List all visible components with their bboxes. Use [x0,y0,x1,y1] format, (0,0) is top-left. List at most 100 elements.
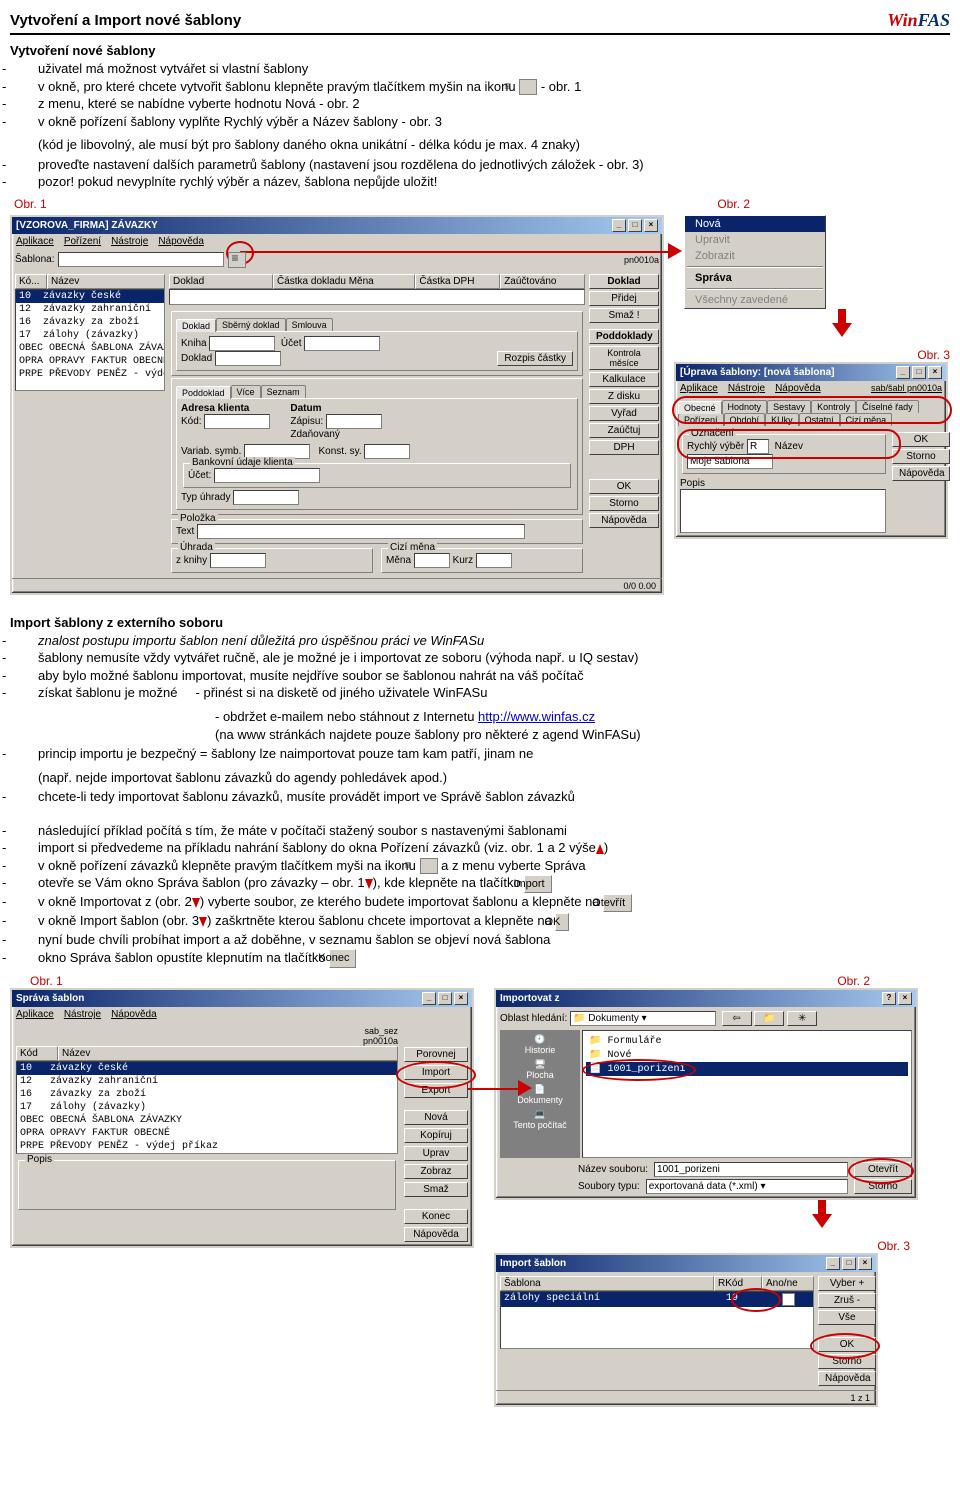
em2[interactable]: Nápověda [775,383,821,394]
spb3[interactable]: Nová [404,1110,468,1125]
odhelp[interactable]: ? [882,992,896,1005]
od-oblast[interactable]: 📁 Dokumenty ▾ [570,1011,716,1026]
immin[interactable]: _ [826,1257,840,1270]
lbl-zapisu: Zápisu: [290,416,323,427]
ods2[interactable]: Dokumenty [517,1095,563,1105]
sb8[interactable]: Zaúčtuj [589,423,659,438]
template-picker-icon[interactable] [228,252,246,268]
ods1[interactable]: Plocha [526,1070,554,1080]
sb5[interactable]: Kalkulace [589,372,659,387]
im-check[interactable]: ✓ [782,1293,795,1306]
tab-doklad[interactable]: Doklad [176,319,216,332]
menubar[interactable]: Aplikace Pořízení Nástroje Nápověda [12,234,662,249]
spm1[interactable]: Nástroje [64,1009,101,1020]
tab-smlouva[interactable]: Smlouva [286,318,333,331]
spb0[interactable]: Porovnej [404,1047,468,1062]
btn-rozpis[interactable]: Rozpis částky [497,351,573,366]
sb9[interactable]: DPH [589,440,659,455]
epopis[interactable] [680,489,886,533]
eb1[interactable]: Storno [892,449,950,464]
r51: OPRAVY FAKTUR OBECNÉ [49,356,165,367]
sb4[interactable]: Kontrola měsíce [589,346,659,370]
file-area[interactable]: 📁 Formuláře 📁 Nové 📄 1001_porizeni [582,1030,912,1158]
spb5[interactable]: Uprav [404,1146,468,1161]
em1[interactable]: Nástroje [728,383,765,394]
sb2[interactable]: Smaž ! [589,308,659,323]
et0[interactable]: Obecné [678,401,722,414]
spmax[interactable]: □ [438,992,452,1005]
bb1[interactable]: Storno [589,496,659,511]
imclose[interactable]: × [858,1257,872,1270]
r01: závazky české [43,291,121,302]
tab-sberny[interactable]: Sběrný doklad [216,318,286,331]
pm-upravit[interactable]: Upravit [685,232,825,248]
sb6[interactable]: Z disku [589,389,659,404]
tabp3[interactable]: Seznam [261,385,306,398]
section2-bullets4: následující příklad počítá s tím, že mát… [10,822,950,968]
immax[interactable]: □ [842,1257,856,1270]
sb7[interactable]: Vyřad [589,406,659,421]
imb1[interactable]: Zruš - [818,1293,876,1308]
doc-list[interactable] [169,289,585,305]
spb6[interactable]: Zobraz [404,1164,468,1179]
odnv[interactable]: 1001_porizeni [654,1162,848,1177]
bb0[interactable]: OK [589,479,659,494]
close-button[interactable]: × [644,219,658,232]
od-new[interactable]: ✳ [787,1011,817,1026]
menu-aplikace[interactable]: Aplikace [16,236,54,247]
pm-sprava[interactable]: Správa [685,270,825,286]
odlt: Soubory typu: [578,1181,640,1192]
close2[interactable]: × [928,366,942,379]
tabp2[interactable]: Více [231,385,261,398]
spb4[interactable]: Kopíruj [404,1128,468,1143]
s2t11: ) vyberte soubor, ze kterého budete impo… [200,894,603,909]
imnp[interactable]: Nápověda [818,1371,876,1386]
od-back[interactable]: ⇦ [722,1011,752,1026]
pm-nova[interactable]: Nová [685,216,825,232]
b6: pozor! pokud nevyplníte rychlý výběr a n… [38,174,437,189]
col-nazev: Název [47,274,165,289]
eb2[interactable]: Nápověda [892,466,950,481]
spclose[interactable]: × [454,992,468,1005]
em0[interactable]: Aplikace [680,383,718,394]
im-list[interactable]: zálohy speciální 19 ✓ [500,1291,814,1349]
sb0[interactable]: Doklad [589,274,659,289]
spc1: Název [58,1046,398,1061]
max2[interactable]: □ [912,366,926,379]
odtv[interactable]: exportovaná data (*.xml) ▾ [646,1179,848,1194]
context-menu[interactable]: Nová Upravit Zobrazit Správa Všechny zav… [684,215,826,309]
winfas-link[interactable]: http://www.winfas.cz [478,709,595,724]
spm2[interactable]: Nápověda [111,1009,157,1020]
tabp1[interactable]: Poddoklad [176,386,231,399]
menu-napoveda[interactable]: Nápověda [158,236,204,247]
pm-vse[interactable]: Všechny zavedené [685,292,825,308]
od-up[interactable]: 📁 [754,1011,784,1026]
sablona-field[interactable] [58,252,224,267]
sb3[interactable]: Poddoklady [589,329,659,344]
odclose[interactable]: × [898,992,912,1005]
ods3[interactable]: Tento počítač [513,1120,567,1130]
template-list[interactable]: 10 závazky české 12 závazky zahraniční 1… [15,289,165,391]
bb2[interactable]: Nápověda [589,513,659,528]
spb9[interactable]: Nápověda [404,1227,468,1242]
spb7[interactable]: Smaž [404,1182,468,1197]
sp-list[interactable]: 10 závazky české 12 závazky zahraniční 1… [16,1061,398,1154]
odf0[interactable]: Formuláře [607,1036,661,1047]
pm-zobrazit[interactable]: Zobrazit [685,248,825,264]
max-button[interactable]: □ [628,219,642,232]
imb2[interactable]: Vše [818,1310,876,1325]
spm0[interactable]: Aplikace [16,1009,54,1020]
imb0[interactable]: Vyber + [818,1276,876,1291]
spb8[interactable]: Konec [404,1209,468,1224]
r11: závazky zahraniční [43,304,151,315]
ods0[interactable]: Historie [525,1045,556,1055]
menu-porizeni[interactable]: Pořízení [64,236,101,247]
menu-nastroje[interactable]: Nástroje [111,236,148,247]
spmin[interactable]: _ [422,992,436,1005]
min-button[interactable]: _ [612,219,626,232]
sb1[interactable]: Přidej [589,291,659,306]
r00: 10 [19,291,31,302]
statusbar: 0/0 0.00 [12,578,662,593]
min2[interactable]: _ [896,366,910,379]
lbl-doklad2: Doklad [181,353,212,364]
